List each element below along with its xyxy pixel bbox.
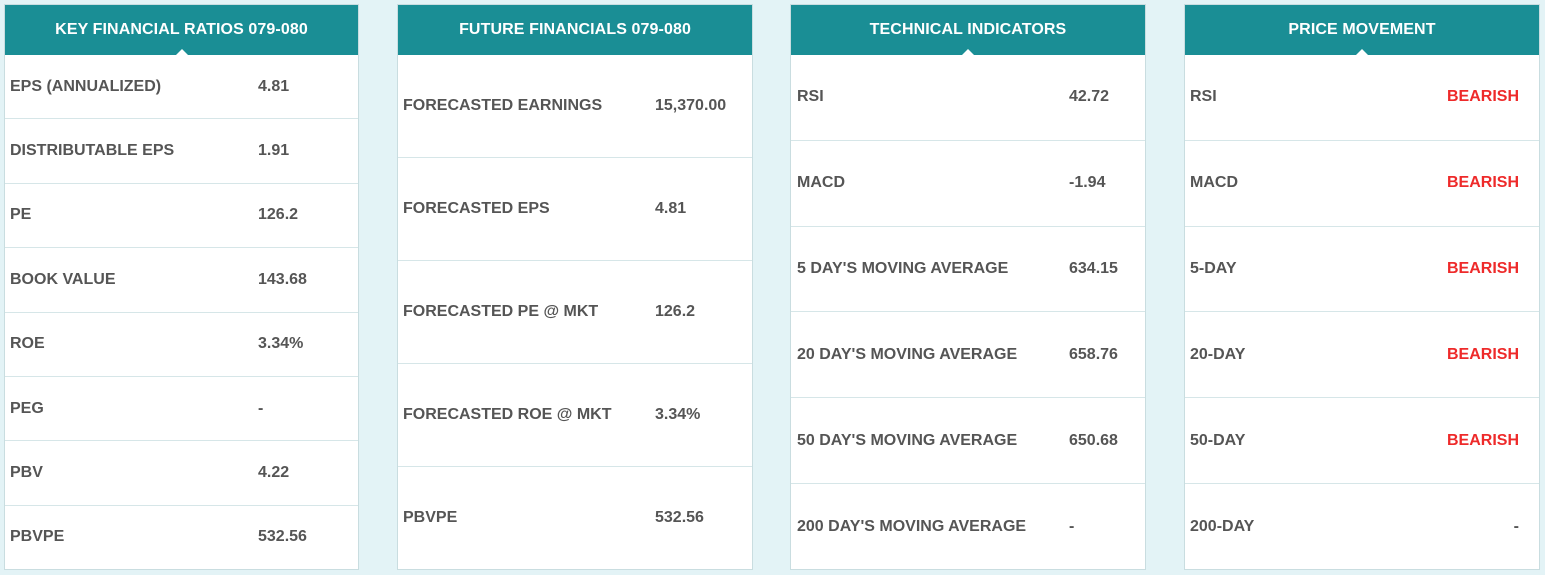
technical-value: -1.94: [1069, 174, 1106, 192]
ratio-label: PEG: [10, 399, 44, 417]
ratio-label: EPS (ANNUALIZED): [10, 77, 162, 95]
header-pointer-icon: [962, 49, 974, 55]
header-pointer-icon: [175, 49, 188, 55]
ratio-value: 4.81: [258, 77, 290, 95]
ratio-row-roe: ROE 3.34%: [5, 313, 358, 377]
key-financial-ratios-header: KEY FINANCIAL RATIOS 079-080: [5, 5, 358, 55]
future-label: PBVPE: [403, 509, 458, 526]
ratio-label: ROE: [10, 335, 45, 353]
price-signal: BEARISH: [1446, 431, 1519, 449]
price-row-rsi: RSI BEARISH: [1185, 55, 1539, 141]
future-value: 4.81: [655, 200, 687, 217]
ratio-row-distributable-eps: DISTRIBUTABLE EPS 1.91: [5, 119, 358, 184]
technical-label: 20 DAY'S MOVING AVERAGE: [797, 345, 1018, 363]
price-signal: BEARISH: [1446, 88, 1519, 106]
future-row-forecasted-eps: FORECASTED EPS 4.81: [398, 158, 752, 261]
ratio-row-pe: PE 126.2: [5, 184, 358, 249]
ratio-label: PBVPE: [10, 528, 65, 546]
technical-label: 5 DAY'S MOVING AVERAGE: [797, 260, 1009, 278]
technical-label: MACD: [797, 174, 845, 192]
ratio-value: 1.91: [258, 142, 290, 160]
technical-row-20-day-ma: 20 DAY'S MOVING AVERAGE 658.76: [791, 312, 1145, 399]
ratio-value: 143.68: [258, 270, 307, 288]
technical-label: 50 DAY'S MOVING AVERAGE: [797, 431, 1018, 449]
technical-value: 634.15: [1069, 260, 1118, 278]
future-financials-header: FUTURE FINANCIALS 079-080: [398, 5, 752, 55]
future-row-pbvpe: PBVPE 532.56: [398, 467, 752, 569]
price-row-5-day: 5-DAY BEARISH: [1185, 227, 1539, 313]
ratio-label: PBV: [10, 463, 43, 481]
price-label: MACD: [1190, 174, 1238, 192]
ratio-row-pbvpe: PBVPE 532.56: [5, 506, 358, 569]
technical-indicators-header: TECHNICAL INDICATORS: [791, 5, 1145, 55]
future-financials-list: FORECASTED EARNINGS 15,370.00 FORECASTED…: [398, 55, 752, 569]
price-row-macd: MACD BEARISH: [1185, 141, 1539, 227]
technical-value: 42.72: [1069, 88, 1110, 106]
technical-indicators-list: RSI 42.72 MACD -1.94 5 DAY'S MOVING AVER…: [791, 55, 1145, 569]
technical-value: 650.68: [1069, 431, 1118, 449]
ratio-value: 3.34%: [258, 335, 304, 353]
key-financial-ratios-title: KEY FINANCIAL RATIOS 079-080: [55, 21, 308, 38]
technical-row-macd: MACD -1.94: [791, 141, 1145, 227]
technical-row-200-day-ma: 200 DAY'S MOVING AVERAGE -: [791, 484, 1145, 569]
future-financials-title: FUTURE FINANCIALS 079-080: [459, 21, 691, 38]
price-label: 20-DAY: [1190, 345, 1246, 363]
ratio-row-eps-annualized: EPS (ANNUALIZED) 4.81: [5, 55, 358, 120]
price-signal: BEARISH: [1446, 260, 1519, 278]
technical-value: -: [1069, 517, 1075, 535]
ratio-label: PE: [10, 206, 32, 224]
ratio-row-pbv: PBV 4.22: [5, 441, 358, 506]
price-movement-list: RSI BEARISH MACD BEARISH 5-DAY BEARISH 2…: [1185, 55, 1539, 569]
future-row-forecasted-pe: FORECASTED PE @ MKT 126.2: [398, 261, 752, 364]
future-label: FORECASTED PE @ MKT: [403, 303, 599, 320]
future-row-forecasted-earnings: FORECASTED EARNINGS 15,370.00: [398, 55, 752, 158]
technical-row-rsi: RSI 42.72: [791, 55, 1145, 141]
ratio-row-peg: PEG -: [5, 377, 358, 442]
future-value: 3.34%: [655, 406, 701, 423]
future-value: 126.2: [655, 303, 696, 320]
technical-row-5-day-ma: 5 DAY'S MOVING AVERAGE 634.15: [791, 227, 1145, 313]
header-pointer-icon: [1356, 49, 1368, 55]
price-row-20-day: 20-DAY BEARISH: [1185, 312, 1539, 399]
key-financial-ratios-card: KEY FINANCIAL RATIOS 079-080 EPS (ANNUAL…: [4, 4, 359, 570]
technical-row-50-day-ma: 50 DAY'S MOVING AVERAGE 650.68: [791, 398, 1145, 485]
ratio-row-book-value: BOOK VALUE 143.68: [5, 248, 358, 313]
ratio-value: 126.2: [258, 206, 299, 224]
future-value: 532.56: [655, 509, 704, 526]
technical-indicators-title: TECHNICAL INDICATORS: [869, 21, 1067, 38]
technical-value: 658.76: [1069, 345, 1118, 363]
future-label: FORECASTED EARNINGS: [403, 97, 603, 114]
future-label: FORECASTED EPS: [403, 200, 550, 217]
technical-label: RSI: [797, 88, 824, 106]
technical-label: 200 DAY'S MOVING AVERAGE: [797, 517, 1027, 535]
price-label: 200-DAY: [1190, 517, 1255, 535]
price-row-50-day: 50-DAY BEARISH: [1185, 398, 1539, 485]
future-label: FORECASTED ROE @ MKT: [403, 406, 612, 423]
price-movement-card: PRICE MOVEMENT RSI BEARISH MACD BEARISH …: [1184, 4, 1540, 570]
price-signal: BEARISH: [1446, 345, 1519, 363]
future-value: 15,370.00: [655, 97, 727, 114]
price-row-200-day: 200-DAY -: [1185, 484, 1539, 569]
ratio-label: BOOK VALUE: [10, 270, 116, 288]
price-signal: -: [1513, 517, 1519, 535]
price-label: RSI: [1190, 88, 1217, 106]
price-label: 5-DAY: [1190, 260, 1237, 278]
price-movement-title: PRICE MOVEMENT: [1288, 21, 1436, 38]
price-label: 50-DAY: [1190, 431, 1246, 449]
future-financials-card: FUTURE FINANCIALS 079-080 FORECASTED EAR…: [397, 4, 753, 570]
price-movement-header: PRICE MOVEMENT: [1185, 5, 1539, 55]
future-row-forecasted-roe: FORECASTED ROE @ MKT 3.34%: [398, 364, 752, 467]
ratio-value: 532.56: [258, 528, 307, 546]
price-signal: BEARISH: [1446, 174, 1519, 192]
key-financial-ratios-list: EPS (ANNUALIZED) 4.81 DISTRIBUTABLE EPS …: [5, 55, 358, 569]
ratio-label: DISTRIBUTABLE EPS: [10, 142, 175, 160]
ratio-value: 4.22: [258, 463, 290, 481]
ratio-value: -: [258, 399, 264, 417]
technical-indicators-card: TECHNICAL INDICATORS RSI 42.72 MACD -1.9…: [790, 4, 1146, 570]
